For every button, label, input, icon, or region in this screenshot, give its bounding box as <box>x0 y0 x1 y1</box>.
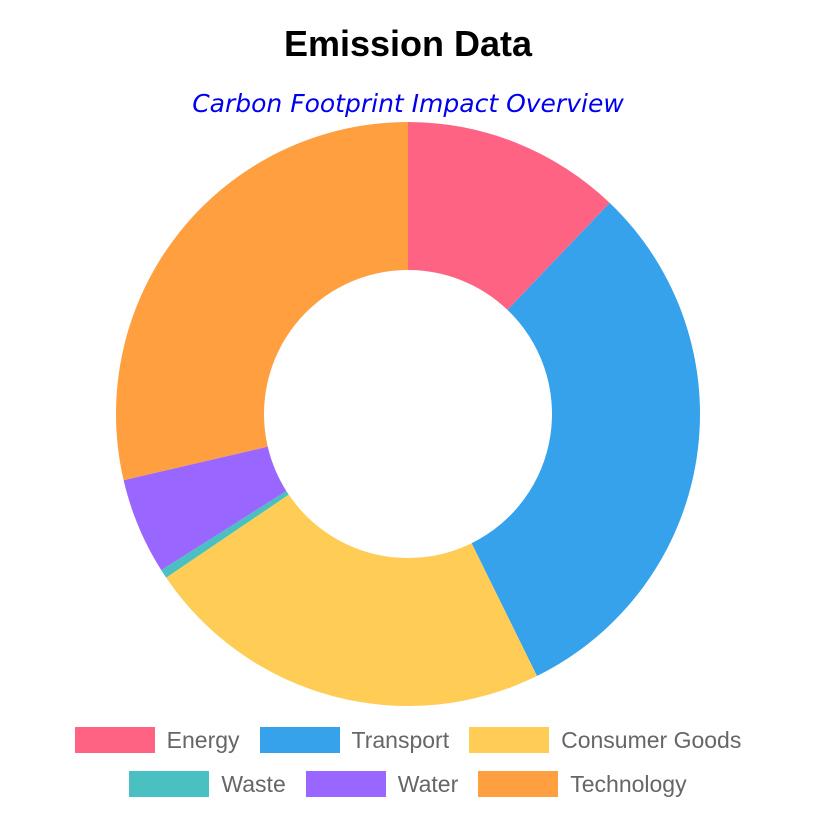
legend-item-waste[interactable]: Waste <box>129 770 286 798</box>
slice-waste[interactable] <box>161 491 289 578</box>
slice-water[interactable] <box>123 446 287 571</box>
slice-energy[interactable] <box>408 122 610 310</box>
chart-subtitle: Carbon Footprint Impact Overview <box>192 89 624 118</box>
slice-transport[interactable] <box>471 202 700 676</box>
legend-label: Water <box>397 770 459 797</box>
legend-swatch <box>129 771 210 797</box>
chart-title: Emission Data <box>283 23 533 64</box>
legend-swatch <box>74 727 155 753</box>
legend-label: Consumer Goods <box>561 726 742 753</box>
legend-label: Energy <box>166 726 240 753</box>
legend-item-consumer-goods[interactable]: Consumer Goods <box>469 726 741 754</box>
legend-swatch <box>478 771 559 797</box>
slice-technology[interactable] <box>115 122 408 481</box>
legend-label: Waste <box>221 770 286 797</box>
legend-item-transport[interactable]: Transport <box>259 726 450 754</box>
legend-item-energy[interactable]: Energy <box>74 726 240 754</box>
legend-label: Technology <box>570 770 687 797</box>
legend-row-2: Waste Water Technology <box>0 770 816 798</box>
legend-swatch <box>305 771 386 797</box>
legend-label: Transport <box>351 726 450 753</box>
legend-item-technology[interactable]: Technology <box>478 770 687 798</box>
legend-row-1: Energy Transport Consumer Goods <box>0 726 816 754</box>
legend-item-water[interactable]: Water <box>305 770 459 798</box>
slice-consumer-goods[interactable] <box>166 494 537 706</box>
legend-swatch <box>259 727 340 753</box>
legend-swatch <box>469 727 550 753</box>
